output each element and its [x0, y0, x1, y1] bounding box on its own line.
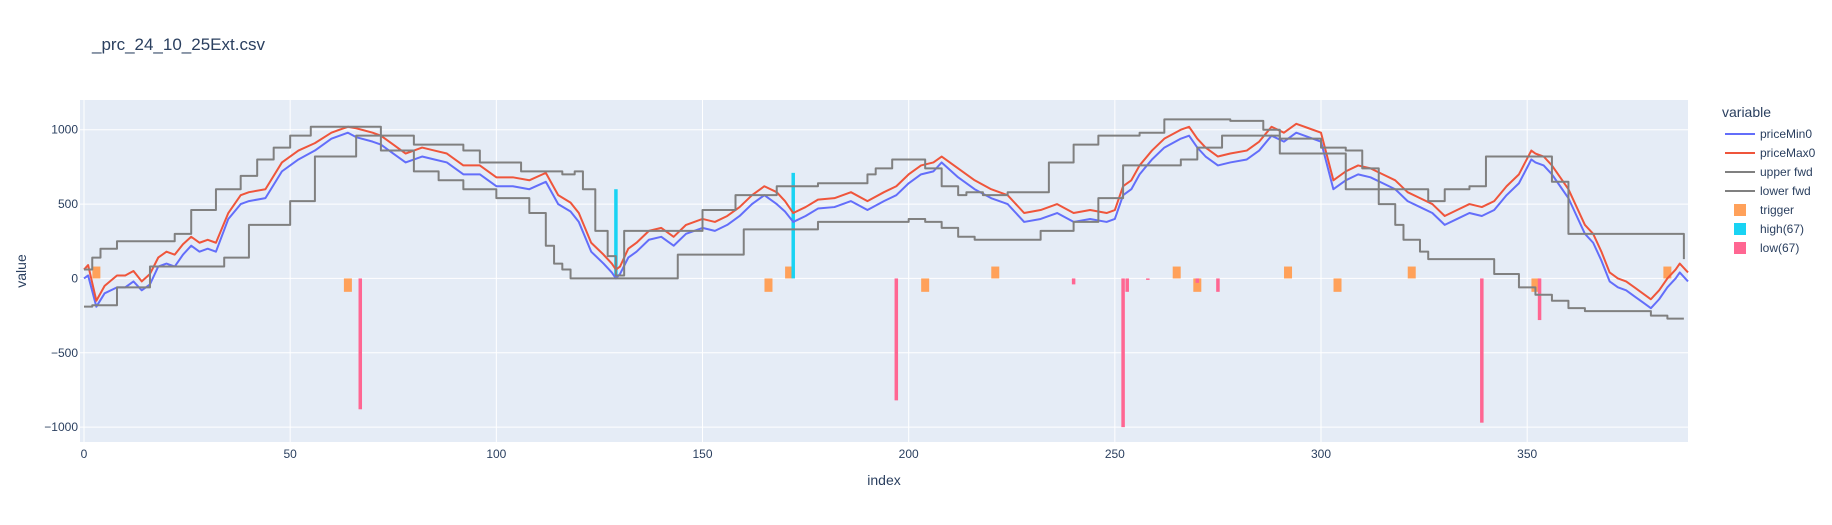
pricemin0-line	[83, 131, 1689, 310]
low-67--bar	[1125, 278, 1129, 292]
legend-label-trigger[interactable]: trigger	[1760, 203, 1794, 217]
lower-fwd-line	[84, 134, 1684, 320]
y-tick-label: −500	[51, 346, 78, 360]
trigger-bar	[785, 266, 794, 279]
legend-swatch-high-67-[interactable]	[1734, 223, 1746, 235]
trigger-bar	[1284, 266, 1293, 279]
low-67--bar	[1480, 278, 1484, 423]
y-tick-label: 0	[71, 271, 78, 285]
x-tick-label: 50	[283, 447, 297, 461]
trigger-bar	[1172, 266, 1181, 279]
legend-label-upper-fwd[interactable]: upper fwd	[1760, 165, 1813, 179]
legend-title: variable	[1722, 104, 1771, 120]
low-67--bar	[1146, 278, 1150, 280]
low-67--bar	[1216, 278, 1220, 292]
legend-label-pricemin0[interactable]: priceMin0	[1760, 127, 1812, 141]
legend: variable priceMin0 priceMax0 upper fwd lowe…	[1722, 104, 1816, 255]
line-marks	[83, 118, 1689, 320]
high-67--bar	[791, 172, 795, 279]
high-67--bar	[614, 189, 618, 279]
trigger-bar	[92, 266, 101, 279]
y-tick-label: 1000	[51, 123, 78, 137]
x-tick-label: 300	[1311, 447, 1331, 461]
x-axis-title: index	[867, 472, 900, 488]
low-67--bar	[1195, 278, 1200, 283]
legend-label-pricemax0[interactable]: priceMax0	[1760, 146, 1816, 160]
trigger-bar	[991, 266, 1000, 279]
pricemax0-line	[83, 122, 1689, 302]
trigger-bar	[1663, 266, 1672, 279]
plot-background	[80, 100, 1688, 442]
legend-swatch-low-67-[interactable]	[1734, 242, 1746, 254]
x-tick-label: 200	[899, 447, 919, 461]
x-tick-label: 250	[1105, 447, 1125, 461]
legend-swatch-trigger[interactable]	[1734, 204, 1746, 216]
trigger-bar	[1193, 278, 1202, 292]
x-tick-label: 350	[1517, 447, 1537, 461]
upper-fwd-line	[84, 118, 1685, 277]
legend-label-low-67-[interactable]: low(67)	[1760, 241, 1799, 255]
low-67--bar	[358, 278, 363, 410]
legend-label-lower-fwd[interactable]: lower fwd	[1760, 184, 1811, 198]
trigger-bar	[764, 278, 773, 292]
trigger-bar	[921, 278, 930, 292]
low-67--bar	[894, 278, 899, 401]
trigger-bar	[1531, 278, 1540, 292]
x-tick-label: 100	[486, 447, 506, 461]
x-tick-label: 150	[692, 447, 712, 461]
y-tick-label: −1000	[44, 420, 78, 434]
x-tick-label: 0	[81, 447, 88, 461]
y-axis-title: value	[13, 254, 29, 288]
trigger-bar	[1407, 266, 1416, 279]
trigger-bar	[1333, 278, 1342, 292]
bar-marks	[92, 172, 1672, 428]
chart-title: _prc_24_10_25Ext.csv	[91, 35, 265, 54]
low-67--bar	[1121, 278, 1125, 428]
low-67--bar	[1537, 278, 1542, 321]
legend-label-high-67-[interactable]: high(67)	[1760, 222, 1804, 236]
y-tick-label: 500	[58, 197, 78, 211]
trigger-bar	[343, 278, 352, 292]
low-67--bar	[1071, 278, 1076, 285]
